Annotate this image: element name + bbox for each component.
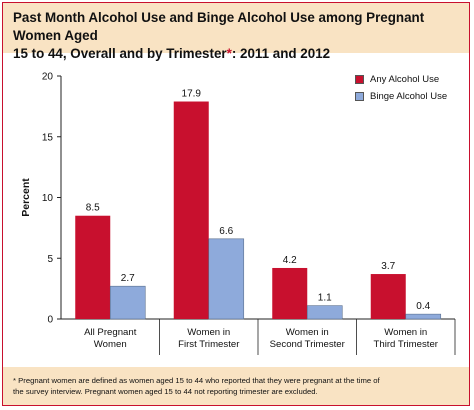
y-tick-label: 5 — [47, 254, 53, 265]
x-tick-label: Third Trimester — [374, 339, 439, 350]
footnote-line-2: the survey interview. Pregnant women age… — [13, 387, 318, 396]
y-tick-label: 15 — [42, 132, 54, 143]
bar-binge-alcohol — [208, 238, 245, 320]
x-tick-label: Women in — [384, 327, 427, 338]
footnote-band — [3, 367, 469, 405]
title-asterisk: * — [226, 46, 232, 61]
title-band — [3, 3, 469, 53]
data-label: 17.9 — [182, 89, 202, 100]
legend-swatch-binge — [355, 92, 364, 101]
legend-item-binge: Binge Alcohol Use — [355, 88, 447, 105]
legend: Any Alcohol Use Binge Alcohol Use — [355, 71, 447, 105]
data-label: 0.4 — [416, 301, 430, 312]
y-tick-label: 10 — [42, 193, 54, 204]
x-tick-label: All Pregnant — [84, 327, 137, 338]
data-label: 6.6 — [219, 226, 233, 237]
title-line-1: Past Month Alcohol Use and Binge Alcohol… — [13, 10, 425, 43]
data-label: 3.7 — [381, 261, 395, 272]
figure-frame: Past Month Alcohol Use and Binge Alcohol… — [2, 2, 470, 406]
footnote: * Pregnant women are defined as women ag… — [13, 375, 463, 397]
legend-swatch-any — [355, 75, 364, 84]
data-label: 8.5 — [86, 203, 100, 214]
data-label: 1.1 — [318, 293, 332, 304]
y-axis-label: Percent — [20, 178, 32, 217]
x-tick-label: Women in — [286, 327, 329, 338]
bar-binge-alcohol — [405, 313, 442, 320]
plot-area: 0 5 10 15 20 Percent All Pregnant Women Women in… — [13, 63, 463, 360]
chart-title: Past Month Alcohol Use and Binge Alcohol… — [13, 9, 463, 63]
title-years: : 2011 and 2012 — [231, 46, 331, 61]
bar-any-alcohol — [272, 267, 308, 319]
y-tick-label: 20 — [42, 72, 54, 83]
bar-binge-alcohol — [306, 305, 343, 320]
bar-any-alcohol — [370, 274, 406, 319]
title-line-2: 15 to 44, Overall and by Trimester — [13, 46, 227, 61]
data-label: 2.7 — [121, 273, 135, 284]
bar-binge-alcohol — [109, 285, 146, 320]
legend-item-any: Any Alcohol Use — [355, 71, 447, 88]
x-tick-label: First Trimester — [178, 339, 240, 350]
x-tick-label: Women in — [187, 327, 230, 338]
data-label: 4.2 — [283, 255, 297, 266]
bar-any-alcohol — [173, 101, 209, 319]
legend-label-binge: Binge Alcohol Use — [370, 91, 448, 102]
x-tick-label: Women — [94, 339, 127, 350]
footnote-line-1: * Pregnant women are defined as women ag… — [13, 376, 380, 385]
legend-label-any: Any Alcohol Use — [370, 74, 440, 85]
bar-any-alcohol — [75, 215, 111, 319]
y-tick-label: 0 — [47, 315, 53, 326]
x-tick-label: Second Trimester — [270, 339, 346, 350]
